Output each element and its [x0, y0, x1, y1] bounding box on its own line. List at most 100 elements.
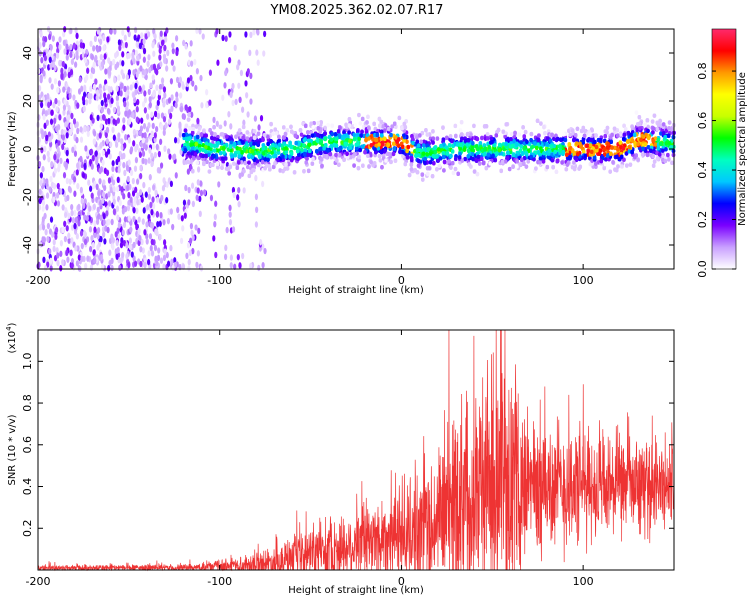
- heatmap-cell: [214, 251, 218, 259]
- heatmap-cell: [48, 186, 52, 193]
- heatmap-cell: [52, 245, 56, 253]
- heatmap-cell: [539, 121, 543, 126]
- heatmap-cell: [659, 131, 663, 136]
- heatmap-cell: [196, 179, 200, 186]
- heatmap-cell: [89, 264, 94, 271]
- heatmap-cell: [75, 121, 79, 128]
- heatmap-cell: [84, 99, 89, 106]
- heatmap-cell: [185, 252, 189, 260]
- heatmap-cell: [105, 210, 109, 217]
- heatmap-cell: [259, 239, 263, 246]
- heatmap-cell: [45, 204, 49, 211]
- heatmap-cell: [234, 98, 238, 106]
- heatmap-cell: [81, 172, 86, 179]
- heatmap-cell: [129, 169, 134, 177]
- heatmap-cell: [271, 146, 276, 151]
- heatmap-cell: [61, 143, 65, 151]
- heatmap-cell: [99, 142, 103, 149]
- heatmap-cell: [48, 248, 52, 255]
- heatmap-cell: [485, 132, 490, 137]
- heatmap-cell: [186, 77, 191, 84]
- heatmap-cell: [40, 101, 44, 109]
- heatmap-cell: [212, 116, 216, 124]
- heatmap-cell: [205, 159, 209, 165]
- heatmap-cell: [149, 82, 153, 89]
- heatmap-cell: [54, 97, 58, 105]
- heatmap-cell: [80, 255, 84, 263]
- heatmap-cell: [105, 126, 110, 134]
- heatmap-cell: [186, 142, 190, 147]
- heatmap-cell: [111, 160, 115, 167]
- heatmap-cell: [131, 111, 135, 119]
- heatmap-cell: [253, 115, 257, 122]
- heatmap-cell: [74, 216, 78, 224]
- heatmap-cell: [141, 150, 146, 157]
- heatmap-cell: [259, 114, 264, 122]
- heatmap-cell: [342, 130, 346, 135]
- heatmap-cell: [127, 69, 131, 76]
- heatmap-cell: [75, 32, 79, 40]
- heatmap-cell: [68, 178, 72, 185]
- heatmap-cell: [387, 152, 392, 157]
- heatmap-cell: [124, 110, 128, 117]
- heatmap-cell: [186, 242, 191, 249]
- heatmap-cell: [127, 159, 131, 166]
- heatmap-cell: [142, 47, 147, 55]
- heatmap-cell: [190, 111, 194, 118]
- heatmap-cell: [255, 49, 259, 56]
- heatmap-cell: [486, 141, 490, 147]
- heatmap-cell: [109, 186, 113, 194]
- heatmap-cell: [126, 184, 130, 192]
- heatmap-cell: [122, 239, 127, 247]
- heatmap-cell: [84, 262, 88, 270]
- heatmap-cell: [122, 161, 126, 169]
- heatmap-cell: [60, 128, 64, 136]
- heatmap-cell: [484, 165, 489, 171]
- heatmap-cell: [487, 145, 491, 150]
- heatmap-cell: [165, 27, 169, 34]
- heatmap-cell: [132, 69, 136, 76]
- heatmap-cell: [244, 31, 248, 38]
- heatmap-cell: [152, 202, 156, 210]
- heatmap-cell: [187, 265, 191, 272]
- heatmap-cell: [140, 32, 144, 39]
- heatmap-cell: [52, 196, 56, 203]
- heatmap-cell: [143, 229, 147, 236]
- heatmap-cell: [658, 118, 662, 124]
- heatmap-cell: [53, 153, 57, 161]
- heatmap-cell: [450, 149, 455, 154]
- heatmap-cell: [106, 205, 110, 212]
- heatmap-cell: [89, 185, 93, 192]
- heatmap-cell: [45, 178, 49, 185]
- heatmap-cell: [155, 84, 159, 91]
- heatmap-cell: [197, 166, 201, 173]
- heatmap-cell: [142, 207, 146, 214]
- heatmap-cell: [195, 160, 200, 166]
- heatmap-cell: [77, 220, 81, 227]
- heatmap-cell: [159, 30, 163, 37]
- heatmap-cell: [142, 142, 146, 150]
- heatmap-cell: [236, 63, 240, 71]
- heatmap-cell: [103, 53, 107, 60]
- heatmap-cell: [524, 164, 529, 169]
- heatmap-cell: [162, 86, 167, 93]
- heatmap-cell: [159, 257, 164, 264]
- heatmap-cell: [186, 117, 191, 122]
- heatmap-cell: [504, 122, 509, 127]
- heatmap-cell: [116, 246, 120, 254]
- heatmap-cell: [43, 54, 48, 62]
- heatmap-cell: [115, 185, 120, 193]
- heatmap-cell: [47, 101, 51, 109]
- heatmap-cell: [135, 116, 139, 123]
- heatmap-cell: [118, 199, 122, 206]
- heatmap-cell: [62, 104, 67, 111]
- heatmap-cell: [108, 249, 112, 256]
- heatmap-cell: [75, 169, 79, 176]
- heatmap-cell: [229, 254, 233, 261]
- heatmap-cell: [43, 122, 47, 130]
- heatmap-cell: [133, 34, 137, 41]
- heatmap-cell: [217, 181, 221, 188]
- heatmap-cell: [242, 168, 246, 174]
- heatmap-cell: [152, 28, 156, 35]
- heatmap-cell: [190, 60, 194, 67]
